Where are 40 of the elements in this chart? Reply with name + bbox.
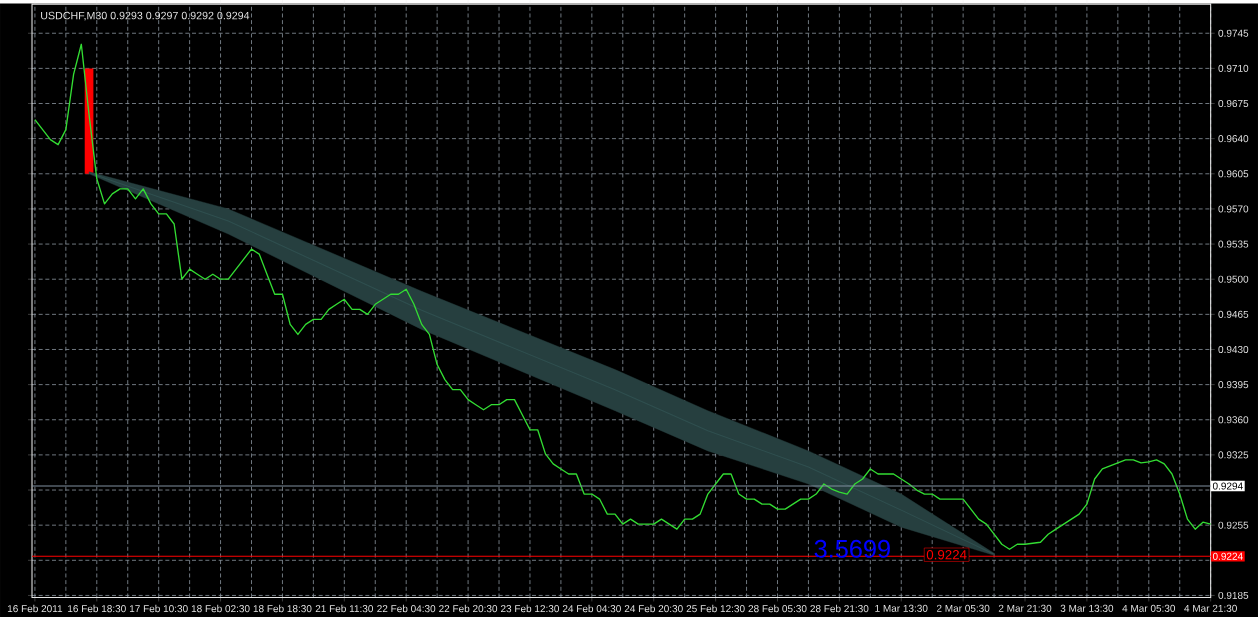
x-tick-label: 1 Mar 13:30: [875, 604, 928, 612]
x-tick-label: 28 Feb 05:30: [748, 604, 807, 612]
y-tick-label: 0.9605: [1218, 170, 1249, 178]
y-tick-label: 0.9640: [1218, 134, 1249, 142]
y-tick-label: 0.9185: [1218, 591, 1249, 599]
x-tick-label: 22 Feb 20:30: [439, 604, 498, 612]
ref-line-label: 0.9224: [1212, 552, 1243, 560]
x-tick-label: 23 Feb 12:30: [501, 604, 560, 612]
x-tick-label: 28 Feb 21:30: [810, 604, 869, 612]
y-tick-label: 0.9675: [1218, 99, 1249, 107]
x-tick-label: 21 Feb 11:30: [315, 604, 374, 612]
x-tick-label: 24 Feb 04:30: [562, 604, 621, 612]
y-tick-label: 0.9360: [1218, 416, 1249, 424]
x-tick-label: 2 Mar 21:30: [998, 604, 1052, 612]
annotation: 0.9224: [926, 549, 967, 560]
x-tick-label: 4 Mar 05:30: [1122, 604, 1176, 612]
x-tick-label: 18 Feb 18:30: [253, 604, 312, 612]
y-tick-label: 0.9500: [1218, 275, 1249, 283]
y-tick-label: 0.9570: [1218, 205, 1249, 213]
y-tick-label: 0.9745: [1218, 29, 1249, 37]
x-tick-label: 18 Feb 02:30: [191, 604, 250, 612]
x-tick-label: 2 Mar 05:30: [936, 604, 990, 612]
annotation: 3.5699: [814, 539, 890, 558]
x-tick-label: 3 Mar 13:30: [1060, 604, 1114, 612]
ref-line-label: 0.9294: [1212, 482, 1243, 490]
x-tick-label: 25 Feb 12:30: [686, 604, 745, 612]
x-tick-label: 16 Feb 18:30: [68, 604, 126, 612]
y-tick-label: 0.9255: [1218, 521, 1249, 529]
x-tick-label: 4 Mar 21:30: [1184, 604, 1237, 612]
y-tick-label: 0.9395: [1218, 380, 1249, 388]
x-tick-label: 22 Feb 04:30: [377, 604, 436, 612]
y-tick-label: 0.9710: [1218, 64, 1249, 72]
x-tick-label: 16 Feb 2011: [7, 604, 63, 612]
x-tick-label: 17 Feb 10:30: [129, 604, 188, 612]
y-tick-label: 0.9325: [1218, 451, 1249, 459]
x-tick-label: 24 Feb 20:30: [624, 604, 683, 612]
y-tick-label: 0.9465: [1218, 310, 1249, 318]
text: USDCHF,M30 0.9293 0.9297 0.9292 0.9294: [41, 11, 250, 21]
y-tick-label: 0.9430: [1218, 345, 1249, 353]
y-tick-label: 0.9535: [1218, 240, 1249, 248]
